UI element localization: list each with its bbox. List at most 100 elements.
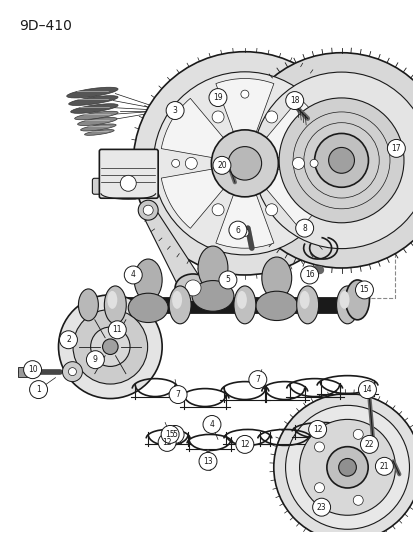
Circle shape [138, 200, 158, 220]
Circle shape [314, 483, 324, 492]
Text: 17: 17 [391, 144, 400, 153]
Circle shape [228, 221, 246, 239]
Text: 21: 21 [379, 462, 388, 471]
Ellipse shape [197, 246, 228, 290]
Circle shape [199, 453, 216, 470]
Circle shape [308, 421, 326, 439]
Text: 14: 14 [362, 385, 371, 394]
Text: 18: 18 [289, 96, 299, 105]
Circle shape [376, 462, 386, 472]
Circle shape [240, 229, 248, 237]
Text: 13: 13 [203, 457, 212, 466]
Circle shape [299, 419, 394, 515]
Circle shape [185, 157, 197, 169]
Circle shape [90, 327, 130, 366]
Circle shape [285, 406, 408, 529]
Ellipse shape [107, 291, 117, 309]
Circle shape [328, 148, 354, 173]
Circle shape [158, 433, 176, 451]
Circle shape [202, 416, 221, 433]
Text: 12: 12 [162, 438, 171, 447]
Circle shape [211, 204, 223, 216]
Circle shape [285, 92, 303, 109]
Circle shape [133, 52, 356, 275]
Circle shape [314, 133, 368, 187]
Ellipse shape [169, 286, 190, 324]
Circle shape [169, 385, 187, 403]
Text: 3: 3 [172, 106, 177, 115]
Circle shape [273, 393, 413, 533]
Circle shape [338, 458, 356, 476]
Circle shape [58, 295, 162, 399]
Ellipse shape [255, 291, 297, 320]
Wedge shape [161, 163, 244, 228]
Wedge shape [161, 99, 244, 163]
Text: 19: 19 [213, 93, 222, 102]
Circle shape [166, 102, 184, 119]
Text: 4: 4 [131, 270, 135, 279]
Wedge shape [215, 78, 273, 163]
Text: 12: 12 [312, 425, 322, 434]
Text: 23: 23 [316, 503, 325, 512]
Circle shape [102, 339, 118, 354]
Circle shape [248, 370, 266, 389]
Wedge shape [244, 99, 328, 163]
Circle shape [29, 381, 47, 399]
Circle shape [153, 72, 336, 255]
Ellipse shape [66, 87, 118, 98]
Ellipse shape [128, 293, 168, 322]
Circle shape [68, 368, 76, 376]
Ellipse shape [69, 95, 118, 106]
Circle shape [59, 331, 77, 349]
Circle shape [171, 159, 179, 167]
Ellipse shape [78, 117, 117, 126]
Text: 9D–410: 9D–410 [19, 19, 71, 33]
Text: 11: 11 [112, 325, 122, 334]
Circle shape [185, 280, 201, 296]
Ellipse shape [78, 289, 98, 321]
Circle shape [73, 310, 147, 384]
Ellipse shape [192, 280, 233, 311]
Text: 1: 1 [36, 385, 41, 394]
Text: 15: 15 [359, 285, 368, 294]
Ellipse shape [172, 291, 182, 309]
Circle shape [240, 90, 248, 98]
Text: 20: 20 [216, 161, 226, 170]
Circle shape [358, 381, 375, 399]
Circle shape [62, 362, 82, 382]
Ellipse shape [345, 280, 368, 320]
Text: 2: 2 [66, 335, 71, 344]
Ellipse shape [236, 291, 246, 309]
Circle shape [278, 98, 403, 223]
Circle shape [265, 204, 277, 216]
Text: 5: 5 [225, 276, 230, 285]
Ellipse shape [74, 111, 118, 120]
Circle shape [143, 205, 153, 215]
Wedge shape [215, 163, 273, 248]
Circle shape [233, 53, 413, 268]
Circle shape [326, 447, 367, 488]
Circle shape [211, 111, 223, 123]
Circle shape [387, 140, 404, 157]
Ellipse shape [299, 291, 309, 309]
Ellipse shape [134, 259, 162, 301]
Polygon shape [140, 210, 206, 288]
Circle shape [228, 147, 261, 180]
Circle shape [218, 271, 236, 289]
Bar [18, 367, 29, 377]
FancyBboxPatch shape [92, 179, 164, 194]
Circle shape [253, 72, 413, 248]
Ellipse shape [339, 291, 349, 309]
Text: 12: 12 [240, 440, 249, 449]
Circle shape [295, 219, 313, 237]
Ellipse shape [84, 130, 114, 135]
Text: 7: 7 [175, 390, 180, 399]
Ellipse shape [336, 286, 358, 324]
Text: 7: 7 [255, 375, 260, 384]
Circle shape [166, 425, 184, 443]
Circle shape [314, 442, 324, 452]
Text: 5: 5 [172, 430, 177, 439]
Text: 22: 22 [364, 440, 373, 449]
Circle shape [360, 435, 377, 454]
Circle shape [355, 281, 373, 299]
